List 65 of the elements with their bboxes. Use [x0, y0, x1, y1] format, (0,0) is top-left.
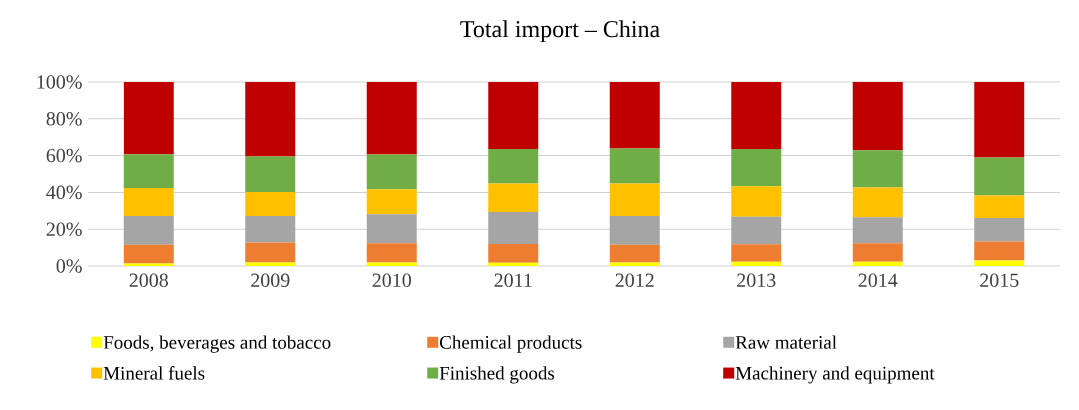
- x-tick-label: 2008: [129, 273, 168, 288]
- bar: [609, 244, 660, 263]
- legend-label: Finished goods: [439, 366, 555, 384]
- bar: [123, 187, 174, 216]
- bar: [123, 82, 174, 155]
- bar: [123, 215, 174, 245]
- y-tick-label: 100%: [37, 75, 82, 89]
- bar: [609, 148, 660, 184]
- bar: [852, 243, 903, 262]
- bar: [245, 242, 296, 263]
- bar: [974, 260, 1025, 266]
- bar: [488, 243, 539, 263]
- bar: [366, 214, 417, 244]
- legend-label: Machinery and equipment: [735, 366, 935, 384]
- legend-label: Foods, beverages and tobacco: [103, 335, 331, 353]
- bar: [366, 154, 417, 190]
- bar: [852, 261, 903, 266]
- bar: [974, 82, 1025, 158]
- bar: [609, 82, 660, 149]
- bar: [609, 183, 660, 216]
- bar: [609, 215, 660, 245]
- bar: [731, 82, 782, 149]
- bar: [245, 156, 296, 193]
- x-tick-label: 2012: [615, 273, 654, 288]
- x-tick-label: 2011: [494, 273, 532, 288]
- x-tick-label: 2014: [858, 273, 898, 288]
- bar: [245, 215, 296, 243]
- x-tick-label: 2010: [372, 273, 411, 288]
- bar: [123, 154, 174, 188]
- bar: [488, 262, 539, 266]
- bar: [245, 192, 296, 216]
- chart-title: Total import – China: [460, 20, 660, 43]
- bar: [974, 217, 1025, 242]
- bar: [731, 216, 782, 245]
- bar: [731, 186, 782, 217]
- bar: [366, 82, 417, 155]
- bar: [731, 244, 782, 262]
- y-tick-label: 0%: [56, 259, 82, 273]
- bar: [731, 148, 782, 187]
- legend-label: Mineral fuels: [103, 366, 205, 380]
- bar: [245, 82, 296, 157]
- y-tick-label: 80%: [46, 112, 82, 126]
- bar: [488, 148, 539, 184]
- bar: [488, 183, 539, 213]
- bar: [366, 243, 417, 263]
- y-tick-label: 60%: [46, 148, 82, 163]
- bar: [488, 82, 539, 149]
- legend-label: Raw material: [735, 335, 837, 349]
- y-tick-label: 20%: [46, 222, 82, 236]
- bar: [731, 261, 782, 266]
- bar: [852, 187, 903, 218]
- x-tick-label: 2015: [980, 273, 1019, 288]
- legend-label: Chemical products: [439, 335, 582, 353]
- bar: [852, 217, 903, 244]
- bar: [852, 150, 903, 188]
- y-tick-label: 40%: [46, 185, 82, 200]
- bar: [974, 241, 1025, 261]
- bar: [974, 157, 1025, 196]
- x-tick-label: 2013: [737, 273, 776, 288]
- bar: [488, 212, 539, 244]
- x-tick-label: 2009: [251, 273, 290, 288]
- bar: [366, 189, 417, 215]
- bar: [974, 195, 1025, 218]
- bar: [852, 82, 903, 151]
- bar: [123, 244, 174, 264]
